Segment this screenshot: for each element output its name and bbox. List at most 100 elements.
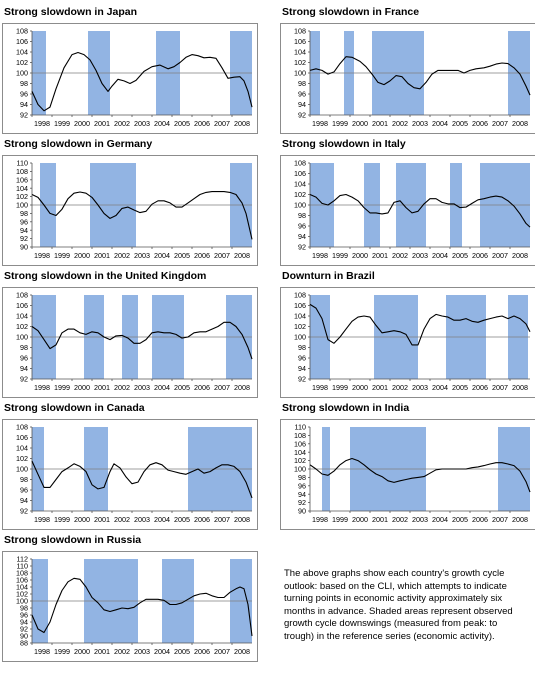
y-tick-label: 96 — [20, 90, 28, 99]
x-tick-label: 2003 — [412, 251, 428, 260]
x-tick-label: 2006 — [194, 119, 210, 128]
x-tick-label: 2003 — [134, 383, 150, 392]
y-tick-label: 96 — [20, 217, 28, 226]
chart-title: Strong slowdown in Italy — [282, 138, 406, 150]
x-tick-label: 2000 — [352, 251, 368, 260]
y-tick-label: 92 — [20, 625, 28, 634]
x-tick-label: 2007 — [492, 383, 508, 392]
y-tick-label: 102 — [294, 190, 306, 199]
y-tick-label: 92 — [20, 375, 28, 384]
x-tick-label: 2000 — [74, 647, 90, 656]
x-tick-label: 2001 — [372, 383, 388, 392]
y-tick-label: 104 — [16, 184, 28, 193]
x-tick-label: 1999 — [54, 515, 70, 524]
y-tick-label: 104 — [294, 180, 306, 189]
y-tick-label: 106 — [294, 439, 306, 448]
cli-series-line — [31, 51, 253, 112]
y-tick-label: 102 — [16, 322, 28, 331]
x-tick-label: 1998 — [312, 251, 328, 260]
y-tick-label: 100 — [16, 333, 28, 342]
x-tick-label: 2005 — [174, 515, 190, 524]
chart-panel-0: Strong slowdown in Japan 92 94 96 98 100 102 10… — [2, 6, 260, 134]
chart-panel-2: Strong slowdown in Germany 90 92 94 96 98 100 1… — [2, 138, 260, 266]
cli-series-line — [309, 457, 531, 493]
x-tick-label: 1999 — [54, 647, 70, 656]
y-tick-label: 106 — [294, 169, 306, 178]
x-tick-label: 2001 — [94, 383, 110, 392]
chart-panel-8: Strong slowdown in Russia 88 90 92 94 96 98 100… — [2, 534, 260, 662]
x-tick-label: 2008 — [512, 383, 528, 392]
x-tick-label: 2005 — [452, 383, 468, 392]
cli-series-line — [31, 191, 253, 240]
chart-title: Downturn in Brazil — [282, 270, 375, 282]
x-tick-label: 2005 — [452, 515, 468, 524]
x-tick-label: 1999 — [332, 383, 348, 392]
chart-title: Strong slowdown in the United Kingdom — [4, 270, 207, 282]
chart-title: Strong slowdown in Germany — [4, 138, 153, 150]
y-tick-label: 108 — [294, 431, 306, 440]
y-tick-label: 100 — [16, 69, 28, 78]
chart-title: Strong slowdown in Japan — [4, 6, 138, 18]
x-tick-label: 1998 — [34, 251, 50, 260]
x-tick-label: 2004 — [432, 251, 448, 260]
cli-series-line — [309, 56, 531, 96]
x-tick-label: 1999 — [332, 251, 348, 260]
x-tick-label: 2007 — [214, 383, 230, 392]
y-tick-label: 108 — [16, 27, 28, 36]
y-tick-label: 110 — [17, 562, 28, 571]
x-tick-label: 2000 — [352, 515, 368, 524]
x-tick-label: 2001 — [94, 119, 110, 128]
y-tick-label: 104 — [294, 48, 306, 57]
x-tick-label: 2008 — [512, 119, 528, 128]
y-tick-label: 100 — [294, 465, 306, 474]
x-tick-label: 2008 — [512, 251, 528, 260]
cli-series-line — [309, 193, 531, 228]
x-tick-label: 2000 — [74, 119, 90, 128]
y-tick-label: 104 — [294, 312, 306, 321]
y-tick-label: 98 — [298, 343, 306, 352]
y-tick-label: 104 — [16, 444, 28, 453]
x-tick-label: 2006 — [194, 251, 210, 260]
chart-panel-5: Downturn in Brazil 92 94 96 98 100 102 104 106 10… — [280, 270, 535, 398]
y-tick-label: 92 — [298, 243, 306, 252]
x-tick-label: 2004 — [154, 383, 170, 392]
x-tick-label: 2002 — [114, 119, 130, 128]
y-tick-label: 94 — [20, 496, 28, 505]
x-tick-label: 1998 — [34, 515, 50, 524]
cli-series-line — [31, 460, 253, 499]
y-tick-label: 102 — [294, 58, 306, 67]
y-tick-label: 98 — [20, 475, 28, 484]
y-tick-label: 90 — [20, 632, 28, 641]
y-tick-label: 94 — [20, 618, 28, 627]
y-tick-label: 102 — [294, 322, 306, 331]
x-tick-label: 2006 — [194, 515, 210, 524]
y-tick-label: 110 — [17, 159, 28, 168]
cli-series-line — [31, 321, 253, 360]
y-tick-label: 96 — [20, 354, 28, 363]
x-tick-label: 2000 — [352, 119, 368, 128]
y-tick-label: 92 — [20, 507, 28, 516]
x-tick-label: 2002 — [114, 515, 130, 524]
chart-title: Strong slowdown in France — [282, 6, 420, 18]
x-tick-label: 2003 — [412, 515, 428, 524]
y-tick-label: 106 — [16, 37, 28, 46]
y-tick-label: 98 — [20, 79, 28, 88]
x-tick-label: 2003 — [134, 515, 150, 524]
y-tick-label: 90 — [20, 243, 28, 252]
x-tick-label: 2004 — [432, 383, 448, 392]
y-tick-label: 104 — [16, 48, 28, 57]
y-tick-label: 94 — [20, 100, 28, 109]
x-tick-label: 2002 — [392, 515, 408, 524]
x-tick-label: 1998 — [34, 119, 50, 128]
y-tick-label: 98 — [298, 211, 306, 220]
chart-panel-7: Strong slowdown in India 90 92 94 96 98 100 102… — [280, 402, 535, 530]
x-tick-label: 2004 — [154, 647, 170, 656]
x-tick-label: 2004 — [154, 119, 170, 128]
x-tick-label: 1999 — [332, 515, 348, 524]
x-tick-label: 1998 — [34, 383, 50, 392]
y-tick-label: 98 — [298, 79, 306, 88]
